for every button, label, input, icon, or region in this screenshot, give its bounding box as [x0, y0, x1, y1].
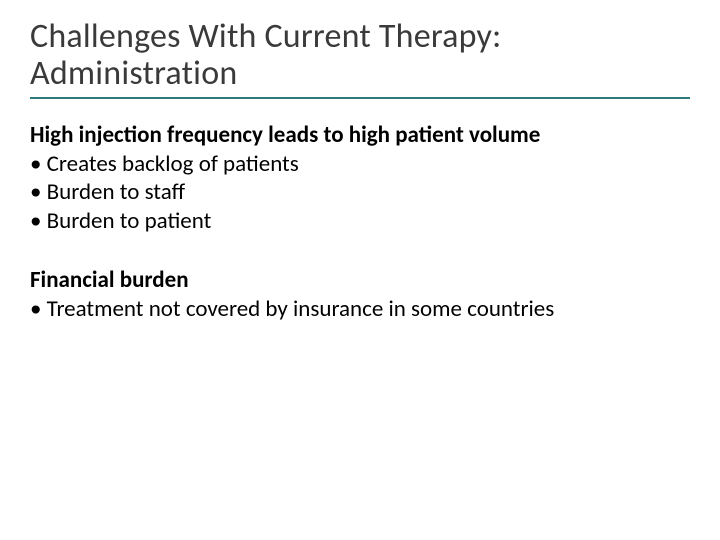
section-1-bullets: Creates backlog of patients Burden to st…	[30, 150, 690, 236]
list-item: Creates backlog of patients	[30, 150, 690, 179]
title-block: Challenges With Current Therapy: Adminis…	[30, 18, 690, 99]
list-item: Burden to patient	[30, 207, 690, 236]
list-item: Treatment not covered by insurance in so…	[30, 295, 690, 324]
title-line-2: Administration	[30, 55, 690, 92]
section-2-heading: Financial burden	[30, 266, 690, 295]
title-line-1: Challenges With Current Therapy:	[30, 18, 690, 55]
section-1: High injection frequency leads to high p…	[30, 121, 690, 236]
section-2: Financial burden Treatment not covered b…	[30, 266, 690, 324]
list-item: Burden to staff	[30, 178, 690, 207]
slide: Challenges With Current Therapy: Adminis…	[0, 0, 720, 540]
section-2-bullets: Treatment not covered by insurance in so…	[30, 295, 690, 324]
section-1-heading: High injection frequency leads to high p…	[30, 121, 690, 150]
